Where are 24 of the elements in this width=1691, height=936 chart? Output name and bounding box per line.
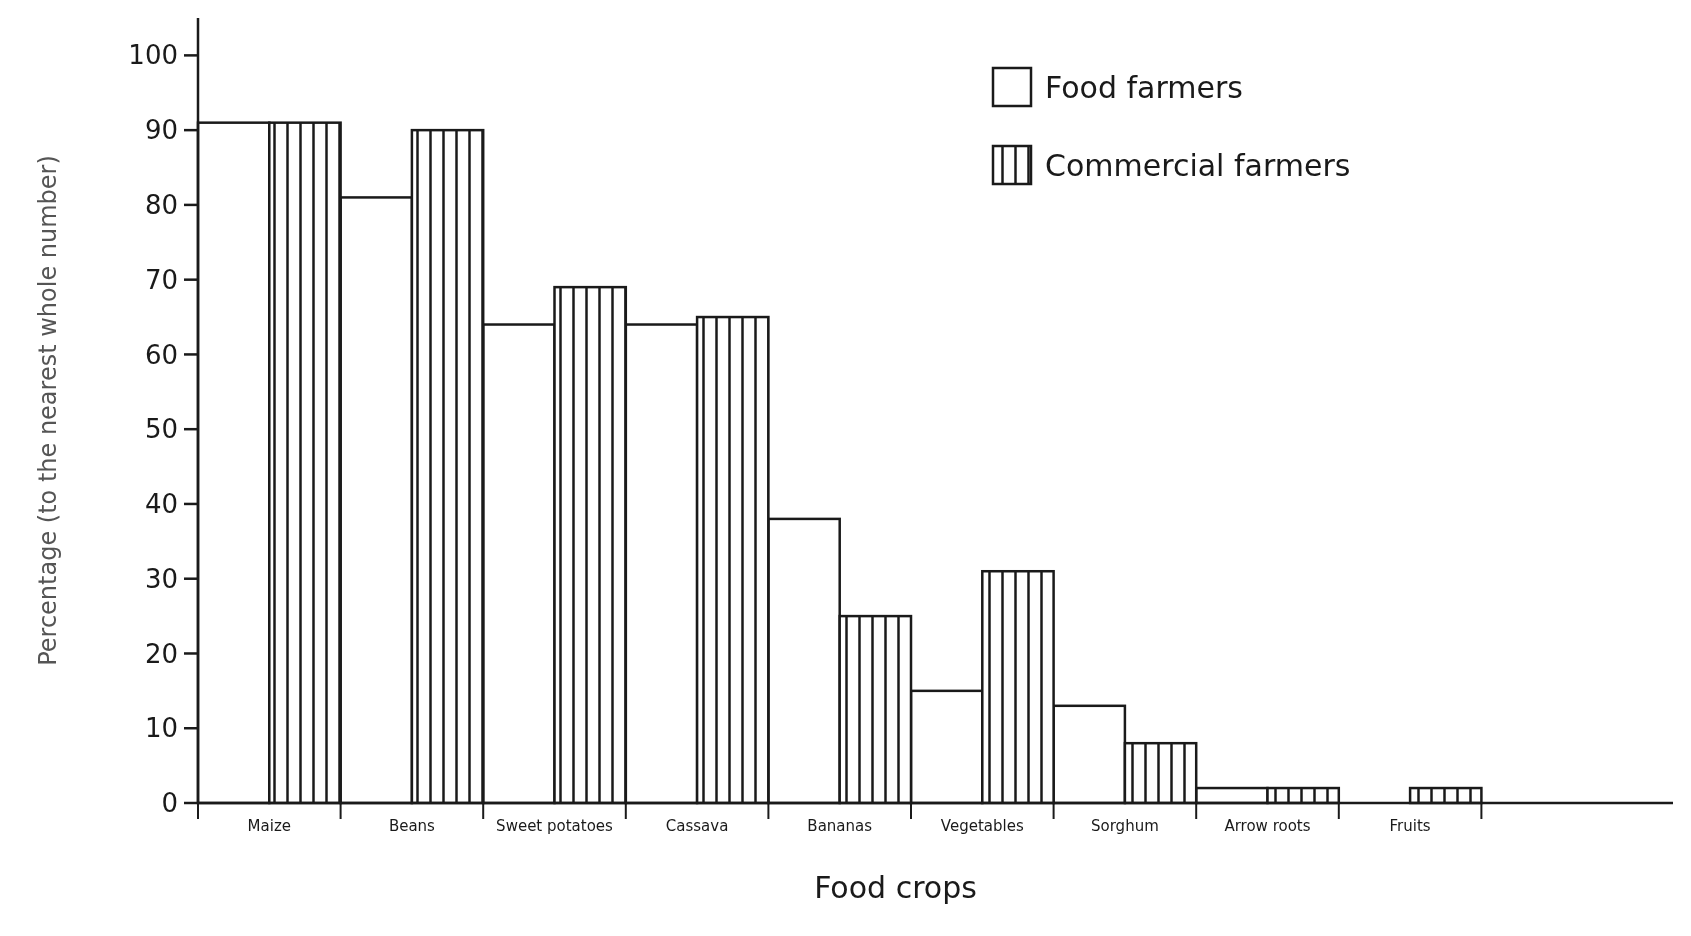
y-tick-label: 10 xyxy=(144,713,178,744)
x-tick-label: Beans xyxy=(388,817,436,835)
y-tick-label: 0 xyxy=(161,788,178,819)
x-axis-title: Food crops xyxy=(814,870,977,905)
y-tick-label: 40 xyxy=(144,489,178,520)
x-tick-label: Bananas xyxy=(807,817,873,835)
y-tick-label: 100 xyxy=(128,40,178,71)
x-tick-label: Maize xyxy=(247,817,291,835)
y-tick-label: 20 xyxy=(144,638,178,669)
y-tick-label: 50 xyxy=(144,414,178,445)
y-tick-label: 90 xyxy=(144,115,178,146)
y-tick-label: 60 xyxy=(144,339,178,370)
legend-label: Food farmers xyxy=(1045,69,1243,105)
y-tick-label: 30 xyxy=(144,563,178,594)
x-tick-label: Sorghum xyxy=(1091,817,1159,835)
y-tick-label: 70 xyxy=(144,264,178,295)
y-tick-label: 80 xyxy=(144,190,178,220)
y-axis-title: Percentage (to the nearest whole number) xyxy=(34,155,62,666)
legend-label: Commercial farmers xyxy=(1045,147,1351,183)
x-tick-label: Sweet potatoes xyxy=(496,817,614,835)
x-tick-label: Arrow roots xyxy=(1224,817,1311,835)
x-tick-label: Cassava xyxy=(665,817,729,835)
x-tick-label: Fruits xyxy=(1389,817,1431,835)
x-tick-label: Vegetables xyxy=(940,817,1024,835)
